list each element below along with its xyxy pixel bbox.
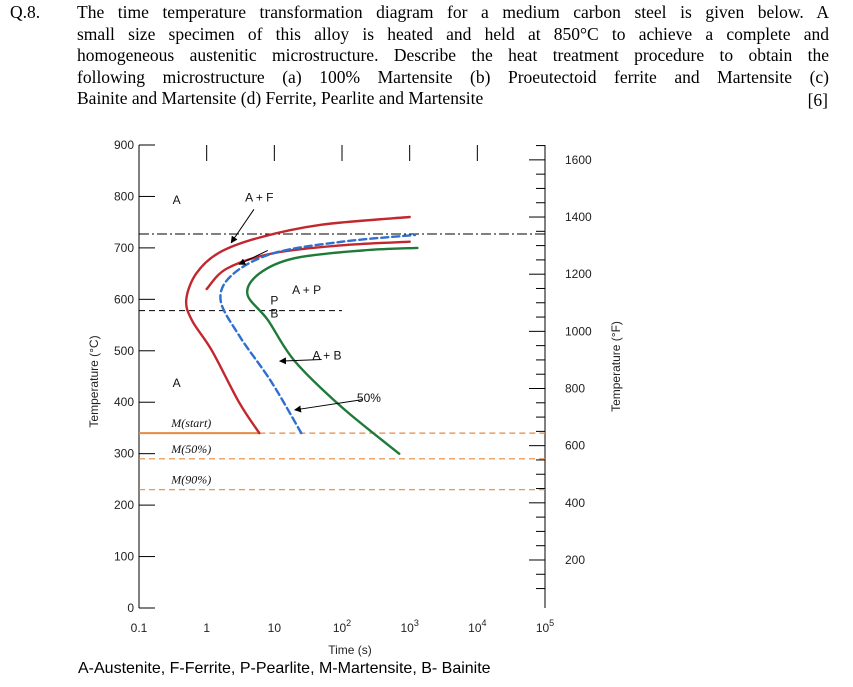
ferrite-start-curve — [184, 215, 411, 435]
y-tick-label-left: 100 — [114, 550, 134, 564]
y-tick-label-left: 0 — [127, 601, 134, 615]
y-tick-label-left: 900 — [114, 138, 134, 152]
label-a-p: A + P — [292, 283, 321, 297]
question-number: Q.8. — [10, 2, 41, 22]
y-tick-label-right: 200 — [565, 553, 585, 567]
y-axis-label-left: Temperature (°C) — [87, 335, 101, 427]
m-50-label: M(50%) — [170, 442, 211, 456]
arrow-a-f — [230, 209, 255, 244]
y-tick-label-right: 600 — [565, 439, 585, 453]
finish-curve — [245, 246, 419, 455]
label-a-low: A — [173, 376, 181, 390]
y-tick-label-right: 1200 — [565, 267, 592, 281]
x-tick-label: 0.1 — [131, 621, 148, 635]
legend-text: A-Austenite, F-Ferrite, P-Pearlite, M-Ma… — [78, 660, 491, 677]
m-90-label: M(90%) — [170, 473, 211, 487]
x-tick-label: 104 — [468, 618, 486, 635]
label-50: 50% — [357, 391, 381, 405]
question-line: small size specimen of this alloy is hea… — [77, 23, 829, 44]
label-p: P — [270, 293, 278, 307]
marks: [6] — [807, 90, 828, 110]
y-tick-label-left: 800 — [114, 189, 134, 203]
question-line: following microstructure (a) 100% Marten… — [77, 66, 829, 87]
y-tick-label-right: 400 — [565, 496, 585, 510]
x-axis-label: Time (s) — [328, 643, 372, 657]
y-tick-label-left: 200 — [114, 498, 134, 512]
m-start-label: M(start) — [170, 416, 211, 430]
y-tick-label-left: 400 — [114, 395, 134, 409]
fifty-percent-curve — [219, 233, 417, 435]
y-tick-label-left: 700 — [114, 241, 134, 255]
y-tick-label-left: 500 — [114, 344, 134, 358]
x-tick-label: 102 — [333, 618, 351, 635]
y-tick-label-right: 1000 — [565, 324, 592, 338]
question-line: The time temperature transformation diag… — [77, 2, 829, 22]
x-tick-label: 10 — [268, 621, 282, 635]
y-tick-label-right: 1400 — [565, 210, 592, 224]
y-tick-label-left: 300 — [114, 447, 134, 461]
x-tick-label: 103 — [400, 618, 418, 635]
y-tick-label-left: 600 — [114, 292, 134, 306]
question-text: The time temperature transformation diag… — [77, 2, 829, 110]
y-tick-label-right: 1600 — [565, 153, 592, 167]
x-tick-label: 105 — [536, 618, 554, 635]
label-a-f: A + F — [245, 191, 273, 205]
y-tick-label-right: 800 — [565, 382, 585, 396]
arrow-a-b — [278, 357, 322, 365]
label-a-b: A + B — [312, 349, 341, 363]
x-tick-label: 1 — [203, 621, 210, 635]
arrow-50 — [294, 399, 363, 413]
question-line: homogeneous austenitic microstructure. D… — [77, 45, 829, 65]
arrow-a-p — [238, 250, 268, 265]
y-axis-label-right: Temperature (°F) — [609, 321, 623, 412]
label-a-top: A — [173, 193, 181, 207]
question-line: Bainite and Martensite (d) Ferrite, Pear… — [77, 88, 484, 108]
label-b: B — [270, 306, 278, 320]
